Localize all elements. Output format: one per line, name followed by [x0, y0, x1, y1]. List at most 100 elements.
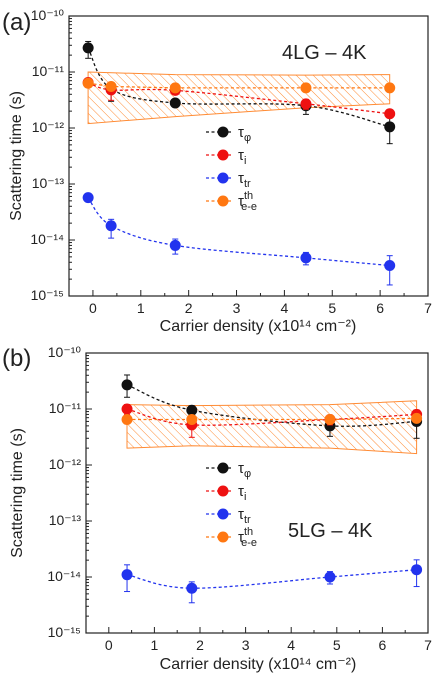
- data-point: [82, 192, 94, 204]
- legend-marker: [217, 508, 229, 520]
- legend-label: τth e-e: [238, 190, 257, 213]
- fit-line: [126, 569, 417, 589]
- data-point: [82, 77, 94, 89]
- x-tick-label: 3: [242, 637, 250, 653]
- legend-label: τtr: [238, 170, 251, 190]
- legend-marker: [217, 195, 229, 207]
- x-tick-label: 2: [185, 300, 193, 316]
- panel-label: (a): [2, 9, 31, 36]
- data-point: [121, 569, 133, 581]
- legend-marker: [217, 149, 229, 161]
- data-point: [300, 82, 312, 94]
- fit-line: [87, 81, 390, 115]
- x-tick-label: 0: [105, 637, 113, 653]
- x-tick-label: 4: [281, 300, 289, 316]
- y-tick-label: 10⁻¹³: [49, 512, 82, 528]
- fit-layer: [126, 384, 417, 589]
- y-tick-label: 10⁻¹³: [32, 175, 65, 191]
- x-tick-label: 4: [287, 637, 295, 653]
- data-point: [324, 413, 336, 425]
- data-point: [411, 412, 423, 424]
- fit-line: [87, 47, 390, 128]
- band-layer: [126, 400, 418, 455]
- x-axis-label: Carrier density (x10¹⁴ cm⁻²): [160, 656, 357, 673]
- plot-frame: [68, 15, 429, 297]
- x-tick-label: 2: [196, 637, 204, 653]
- inset-label: 5LG – 4K: [288, 520, 373, 542]
- legend-marker: [217, 485, 229, 497]
- data-point: [121, 413, 133, 425]
- legend-label: τi: [238, 147, 246, 167]
- y-tick-label: 10⁻¹²: [32, 119, 65, 135]
- x-tick-label: 6: [376, 300, 384, 316]
- y-tick-label: 10⁻¹²: [49, 456, 82, 472]
- x-tick-label: 0: [89, 300, 97, 316]
- fit-line: [126, 384, 417, 427]
- data-point: [169, 239, 181, 251]
- data-point: [169, 97, 181, 109]
- data-point: [121, 403, 133, 415]
- inset-label: 4LG – 4K: [282, 42, 367, 64]
- legend-label: τφ: [238, 124, 251, 144]
- points-layer: [82, 40, 396, 286]
- fit-line: [87, 197, 390, 267]
- data-point: [300, 252, 312, 264]
- y-axis-label: Scattering time (s): [9, 428, 26, 558]
- legend-label: τφ: [238, 460, 251, 480]
- x-tick-label: 3: [233, 300, 241, 316]
- x-tick-label: 1: [137, 300, 145, 316]
- panel-b: (b) 10⁻¹⁵ 10⁻¹⁴ 10⁻¹³ 10⁻¹² 10⁻¹¹ 10⁻¹⁰ 0 1 2 3 4 5…: [2, 344, 432, 673]
- data-point: [384, 108, 396, 120]
- data-point: [82, 42, 94, 54]
- data-point: [186, 582, 198, 594]
- panel-label: (b): [2, 345, 31, 372]
- data-point: [324, 571, 336, 583]
- y-tick-label: 10⁻¹⁰: [31, 7, 65, 23]
- data-point: [411, 564, 423, 576]
- y-axis-label: Scattering time (s): [8, 91, 25, 221]
- data-point: [300, 98, 312, 110]
- data-point: [384, 82, 396, 94]
- legend-marker: [217, 531, 229, 543]
- legend-marker: [217, 126, 229, 138]
- x-tick-label: 5: [328, 300, 336, 316]
- theory-band: [126, 400, 418, 455]
- y-tick-label: 10⁻¹⁴: [30, 231, 64, 247]
- x-tick-label: 5: [333, 637, 341, 653]
- data-point: [186, 404, 198, 416]
- data-point: [121, 379, 133, 391]
- data-point: [186, 413, 198, 425]
- legend-label: τi: [238, 483, 246, 503]
- plot-frame: [85, 352, 429, 634]
- band-layer: [87, 71, 391, 125]
- theory-band: [87, 71, 391, 125]
- ticks-layer: 10⁻¹⁵ 10⁻¹⁴ 10⁻¹³ 10⁻¹² 10⁻¹¹ 10⁻¹⁰ 0 1 2 3 4 5 6 7: [47, 344, 432, 653]
- panel-a: (a) 10⁻¹⁵ 10⁻¹⁴ 10⁻¹³ 10⁻¹² 10⁻¹¹ 10⁻¹⁰ 0 1 2 3 4 5…: [2, 7, 432, 335]
- legend-label: τth e-e: [238, 526, 257, 549]
- x-tick-label: 1: [151, 637, 159, 653]
- ticks-layer: 10⁻¹⁵ 10⁻¹⁴ 10⁻¹³ 10⁻¹² 10⁻¹¹ 10⁻¹⁰ 0 1 2 3 4 5 6 7: [30, 7, 432, 316]
- data-point: [169, 82, 181, 94]
- fit-layer: [87, 47, 390, 267]
- fit-line: [127, 417, 417, 421]
- x-tick-label: 7: [424, 637, 432, 653]
- data-point: [384, 260, 396, 272]
- y-tick-label: 10⁻¹⁴: [47, 568, 81, 584]
- x-axis-label: Carrier density (x10¹⁴ cm⁻²): [160, 318, 357, 335]
- y-tick-label: 10⁻¹⁰: [48, 344, 82, 360]
- y-tick-label: 10⁻¹⁵: [48, 624, 81, 640]
- data-point: [384, 121, 396, 133]
- y-tick-label: 10⁻¹¹: [32, 63, 65, 79]
- data-point: [105, 81, 117, 93]
- x-tick-label: 7: [424, 300, 432, 316]
- fit-line: [126, 408, 417, 426]
- legend-label: τtr: [238, 506, 251, 526]
- x-tick-label: 6: [379, 637, 387, 653]
- points-layer: [121, 374, 423, 604]
- legend-marker: [217, 462, 229, 474]
- y-tick-label: 10⁻¹⁵: [31, 287, 64, 303]
- data-point: [105, 220, 117, 232]
